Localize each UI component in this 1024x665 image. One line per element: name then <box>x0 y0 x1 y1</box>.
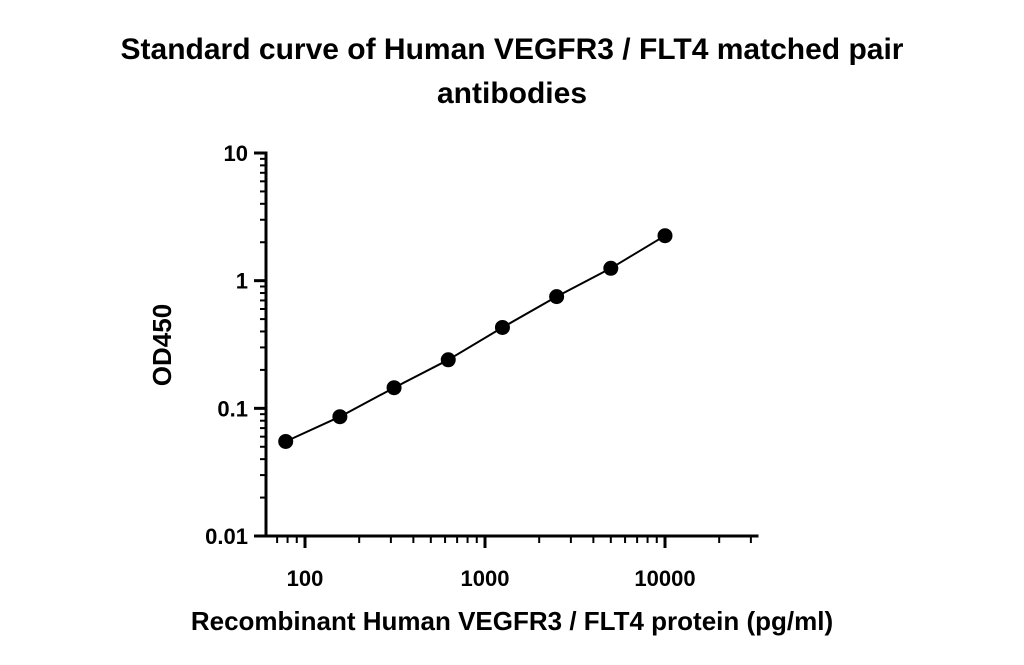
data-point <box>440 352 456 368</box>
fit-curve <box>285 234 666 443</box>
chart-title-line-1: Standard curve of Human VEGFR3 / FLT4 ma… <box>120 33 904 66</box>
data-point <box>549 289 565 305</box>
y-axis-title: OD450 <box>147 304 177 386</box>
y-tick-label: 0.1 <box>217 396 248 421</box>
fit-line <box>285 234 666 443</box>
y-tick-label: 10 <box>224 141 248 166</box>
data-point <box>603 260 619 276</box>
data-point <box>332 409 348 425</box>
x-tick-label: 10000 <box>634 566 695 591</box>
y-tick-label: 1 <box>236 269 248 294</box>
x-axis-title: Recombinant Human VEGFR3 / FLT4 protein … <box>191 606 833 636</box>
data-point <box>657 228 673 244</box>
chart-title: Standard curve of Human VEGFR3 / FLT4 ma… <box>0 28 1024 116</box>
data-points <box>278 228 673 449</box>
axes: 0.01 0.1 1 10 100 1000 10000 <box>205 141 759 591</box>
chart-title-line-2: antibodies <box>436 77 587 110</box>
data-point <box>386 380 402 396</box>
x-tick-label: 1000 <box>461 566 510 591</box>
data-point <box>494 319 510 335</box>
y-tick-label: 0.01 <box>205 524 248 549</box>
x-tick-label: 100 <box>287 566 324 591</box>
data-point <box>278 433 294 449</box>
